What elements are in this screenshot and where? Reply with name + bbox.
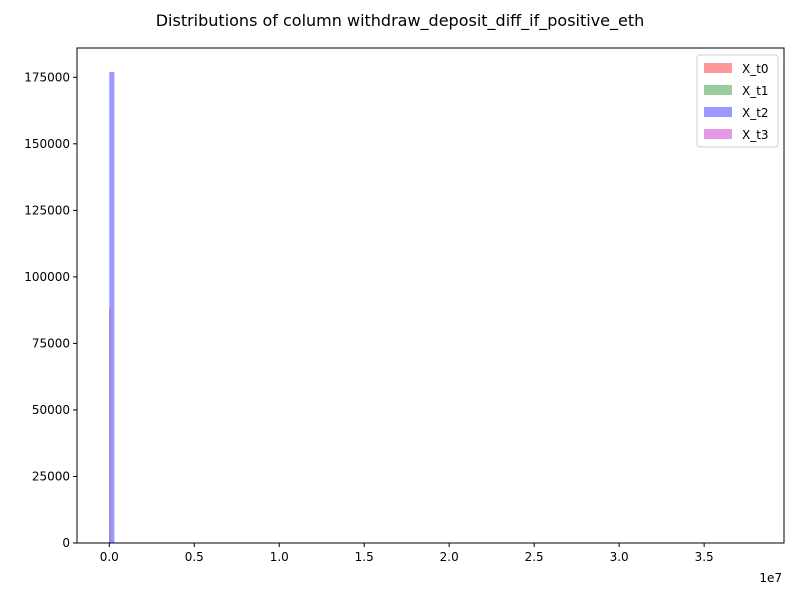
y-tick-label: 175000 <box>24 70 70 84</box>
y-axis-ticks: 0 25000 50000 75000 100000 125000 150000 175000 <box>24 70 77 550</box>
y-tick-label: 0 <box>62 536 70 550</box>
legend-label: X_t3 <box>742 128 769 142</box>
legend-label: X_t0 <box>742 62 769 76</box>
legend-swatch <box>704 129 732 139</box>
y-tick-label: 50000 <box>32 403 70 417</box>
legend: X_t0 X_t1 X_t2 X_t3 <box>696 54 779 148</box>
y-tick-label: 25000 <box>32 469 70 483</box>
x-tick-label: 0.0 <box>100 550 119 564</box>
legend-label: X_t2 <box>742 106 769 120</box>
x-tick-label: 0.5 <box>185 550 204 564</box>
x-axis-ticks: 0.0 0.5 1.0 1.5 2.0 2.5 3.0 3.5 <box>100 543 714 564</box>
legend-box <box>696 54 779 148</box>
x-tick-label: 3.0 <box>610 550 629 564</box>
x-tick-label: 1.5 <box>355 550 374 564</box>
legend-swatch <box>704 63 732 73</box>
x-tick-label: 2.5 <box>525 550 544 564</box>
y-tick-label: 150000 <box>24 137 70 151</box>
x-axis-offset-label: 1e7 <box>759 571 782 585</box>
y-tick-label: 100000 <box>24 270 70 284</box>
histogram-bars <box>109 71 115 544</box>
x-tick-label: 3.5 <box>695 550 714 564</box>
axes-frame <box>76 47 785 544</box>
x-tick-label: 1.0 <box>270 550 289 564</box>
legend-label: X_t1 <box>742 84 769 98</box>
legend-swatch <box>704 107 732 117</box>
x-tick-label: 2.0 <box>440 550 459 564</box>
legend-swatch <box>704 85 732 95</box>
y-tick-label: 75000 <box>32 336 70 350</box>
histogram-bar-x-t0 <box>109 308 111 543</box>
histogram-bar-x-t2 <box>109 71 115 544</box>
plot-area: 0.0 0.5 1.0 1.5 2.0 2.5 3.0 3.5 0 25000 50000 7500… <box>24 47 785 585</box>
chart-title: Distributions of column withdraw_deposit… <box>156 11 645 31</box>
y-tick-label: 125000 <box>24 203 70 217</box>
